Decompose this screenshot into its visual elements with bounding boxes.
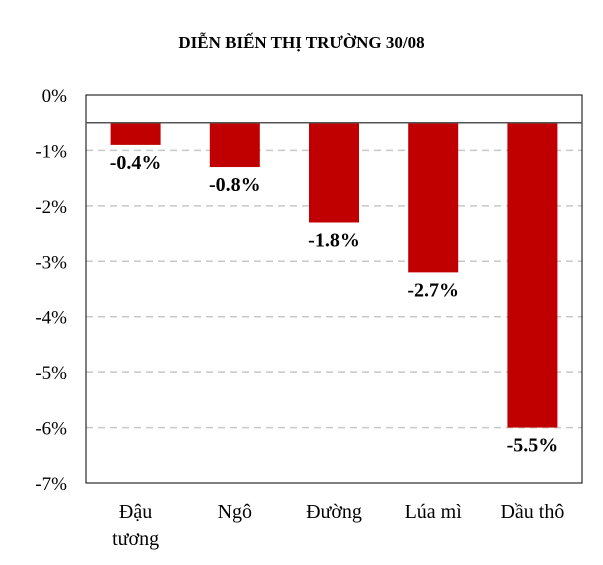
chart-title: DIỄN BIẾN THỊ TRƯỜNG 30/08: [178, 33, 425, 52]
y-tick-label: -2%: [35, 197, 67, 218]
y-tick-label: -6%: [35, 419, 67, 440]
category-label: Đậu: [119, 501, 152, 523]
category-label: tương: [112, 528, 159, 550]
bar: [110, 122, 161, 145]
y-tick-label: -7%: [35, 474, 67, 495]
category-label: Lúa mì: [405, 501, 463, 523]
category-label: Dầu thô: [500, 501, 564, 523]
y-tick-label: 0%: [42, 86, 68, 107]
data-label: -5.5%: [507, 435, 559, 457]
bar: [209, 122, 260, 168]
category-label: Đường: [306, 501, 362, 523]
bar: [507, 122, 558, 428]
data-label: -0.8%: [209, 174, 261, 196]
y-tick-label: -4%: [35, 308, 67, 329]
plot-frame: [85, 94, 583, 484]
y-tick-label: -3%: [35, 252, 67, 273]
data-label: -1.8%: [308, 229, 360, 251]
bar: [309, 122, 359, 223]
bar: [408, 122, 459, 273]
data-label: -0.4%: [110, 152, 162, 174]
y-tick-label: -1%: [35, 141, 67, 162]
category-label: Ngô: [218, 501, 252, 523]
y-tick-label: -5%: [35, 363, 67, 384]
data-label: -2.7%: [407, 279, 459, 301]
